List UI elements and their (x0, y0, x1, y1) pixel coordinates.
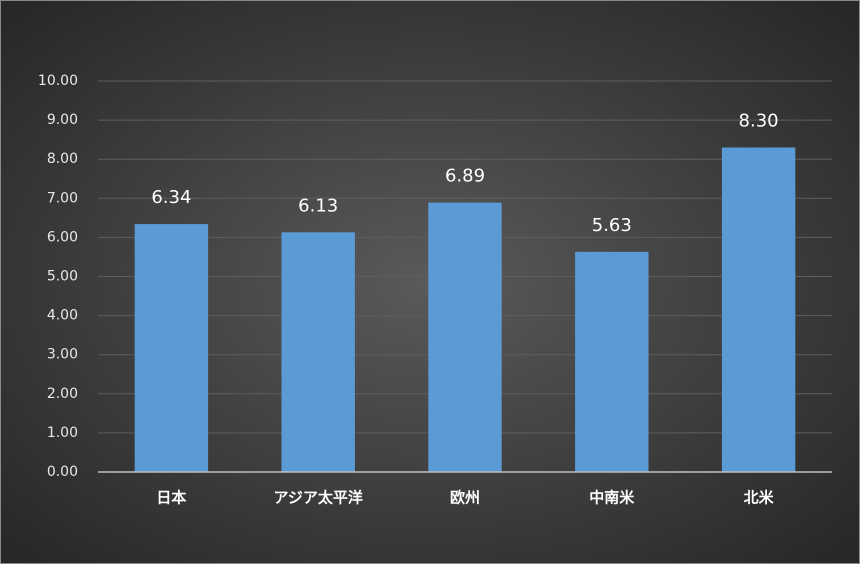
bar (428, 202, 502, 472)
y-tick-label: 5.00 (47, 269, 78, 285)
bar (721, 147, 796, 472)
x-tick-label: 中南米 (589, 489, 635, 507)
y-tick-label: 4.00 (47, 308, 78, 324)
y-tick-label: 6.00 (47, 229, 78, 245)
bar (134, 224, 209, 472)
x-tick-label: 日本 (156, 489, 186, 507)
y-tick-label: 0.00 (47, 464, 78, 480)
value-label: 6.89 (445, 166, 485, 187)
y-tick-label: 2.00 (47, 386, 78, 402)
value-label: 5.63 (592, 215, 632, 236)
y-tick-label: 3.00 (47, 347, 78, 363)
y-tick-label: 10.00 (38, 73, 78, 89)
y-tick-label: 9.00 (47, 112, 78, 128)
value-label: 8.30 (739, 110, 779, 131)
value-label: 6.13 (298, 195, 338, 216)
y-tick-label: 7.00 (47, 190, 78, 206)
x-tick-label: アジア太平洋 (273, 489, 362, 507)
value-label: 6.34 (151, 187, 191, 208)
y-tick-label: 1.00 (47, 425, 78, 441)
x-tick-label: 北米 (744, 489, 775, 507)
y-tick-label: 8.00 (47, 151, 78, 167)
x-tick-label: 欧州 (450, 489, 480, 507)
bar (281, 232, 355, 472)
bar (575, 251, 649, 472)
